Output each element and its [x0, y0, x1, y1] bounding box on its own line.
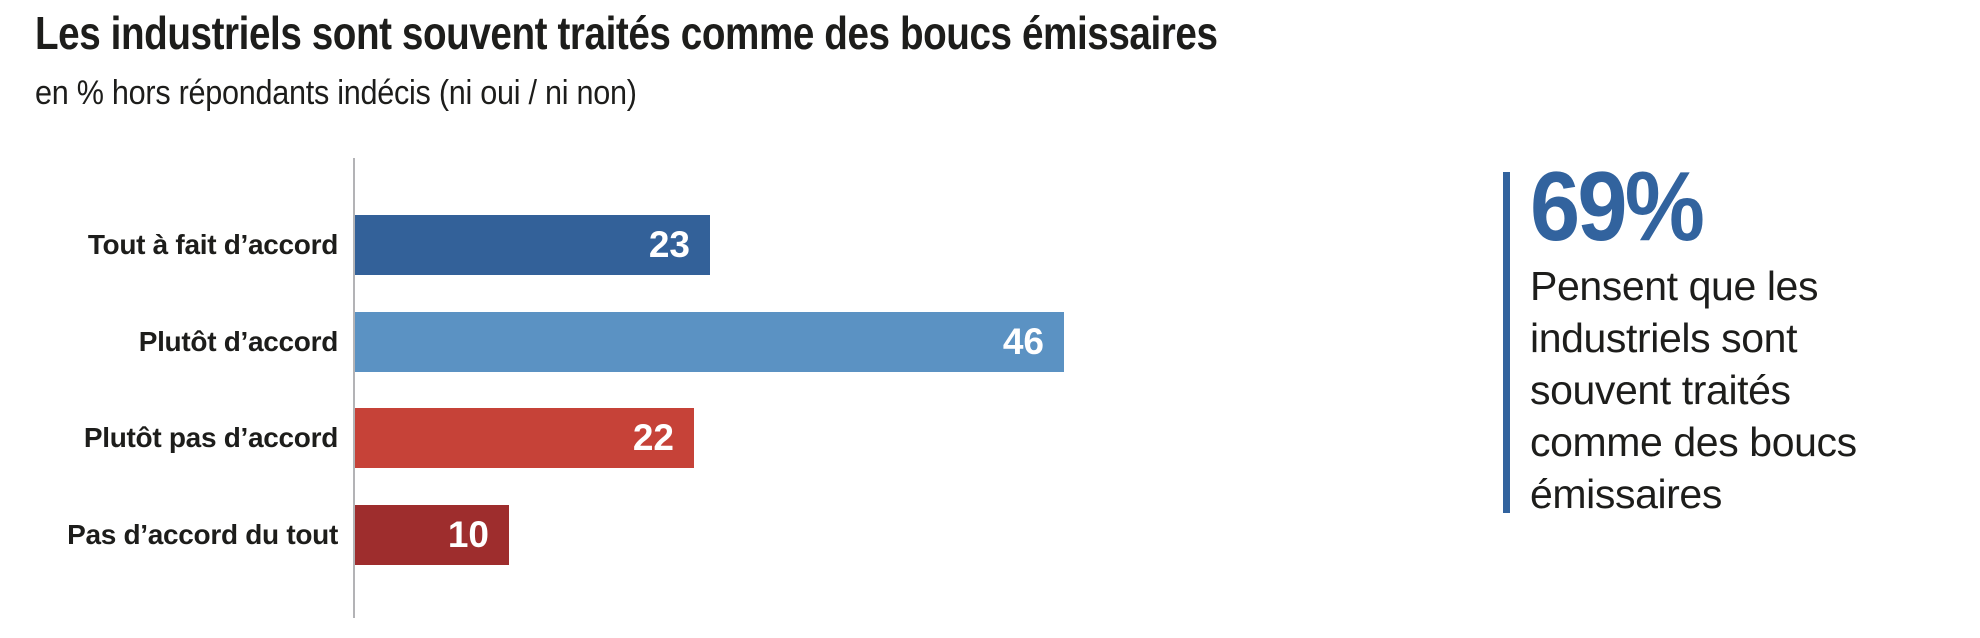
bar: 46	[355, 311, 1064, 372]
category-label: Plutôt d’accord	[138, 325, 339, 357]
bar: 10	[355, 505, 509, 566]
callout-text-line: Pensent que les	[1530, 263, 1819, 309]
callout-text-line: émissaires	[1530, 471, 1722, 517]
bar-value-label: 46	[1002, 320, 1044, 362]
bar: 22	[355, 408, 694, 469]
callout-text: Pensent que les industriels sont souvent…	[1530, 260, 1950, 520]
bar-value-label: 10	[447, 514, 489, 556]
bar-row: Pas d’accord du tout 10	[0, 505, 1480, 566]
baseline-axis	[353, 158, 355, 618]
bar-value-label: 23	[648, 224, 690, 265]
chart-title: Les industriels sont souvent traités com…	[35, 7, 1218, 59]
bar: 23	[355, 215, 710, 275]
callout-percentage: 69%	[1530, 151, 1705, 261]
callout-accent-rule	[1503, 172, 1510, 513]
bar-row: Plutôt pas d’accord 22	[0, 408, 1480, 469]
category-label: Pas d’accord du tout	[67, 519, 338, 551]
bar-row: Tout à fait d’accord 23	[0, 215, 1480, 275]
category-label: Tout à fait d’accord	[87, 229, 338, 260]
callout: 69% Pensent que les industriels sont sou…	[1530, 151, 1950, 520]
callout-text-line: souvent traités	[1530, 367, 1791, 413]
chart-subtitle: en % hors répondants indécis (ni oui / n…	[35, 74, 637, 112]
category-label: Plutôt pas d’accord	[83, 422, 338, 454]
callout-text-line: industriels sont	[1530, 315, 1798, 361]
bar-value-label: 22	[632, 417, 674, 459]
callout-text-line: comme des boucs	[1530, 419, 1857, 465]
bar-row: Plutôt d’accord 46	[0, 311, 1480, 372]
bar-chart: Tout à fait d’accord 23 Plutôt d’accord 46 P…	[0, 158, 1480, 620]
